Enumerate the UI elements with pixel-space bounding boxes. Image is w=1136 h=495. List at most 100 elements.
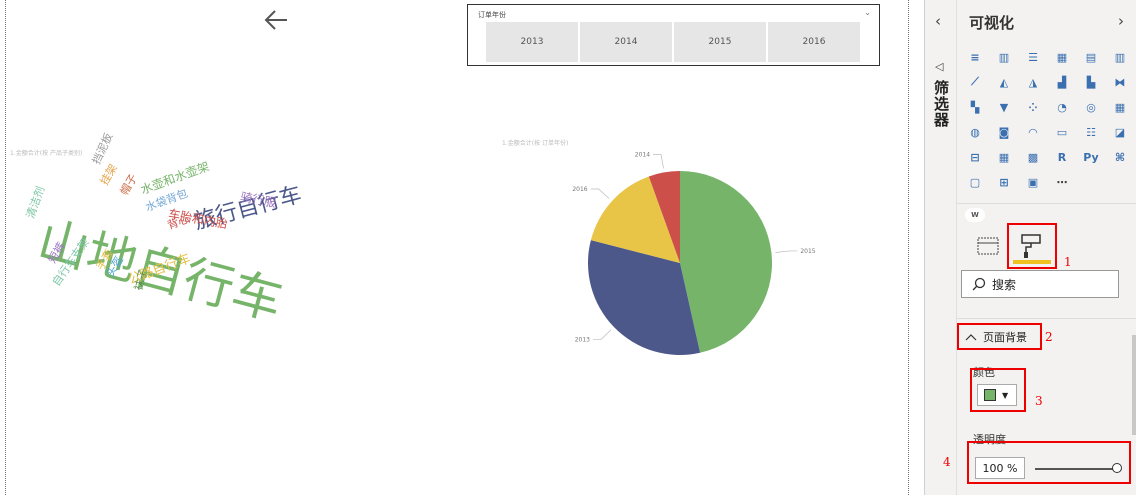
100-bar-icon[interactable]: ▤: [1085, 50, 1097, 64]
line-chart-icon[interactable]: ⟋: [971, 75, 979, 88]
transparency-unit: %: [1007, 461, 1018, 475]
annotation-3: 3: [1035, 394, 1043, 408]
pie-leader-line: [590, 188, 610, 199]
stacked-area-icon[interactable]: ◮: [1028, 75, 1038, 89]
table-icon[interactable]: ▦: [998, 150, 1010, 164]
map-icon[interactable]: ◍: [970, 125, 980, 139]
report-canvas: 订单年份 ⌄ 2013 2014 2015 2016 1.金额合计(按 产品子类…: [5, 0, 909, 495]
canvas-left-border: [5, 0, 6, 495]
page-background-section[interactable]: 页面背景: [957, 323, 1042, 350]
transparency-input[interactable]: 100 %: [975, 457, 1025, 479]
waterfall-icon[interactable]: ▚: [970, 100, 980, 114]
python-visual-icon[interactable]: Py: [1083, 150, 1099, 164]
pie-label: 2014: [635, 152, 650, 159]
back-arrow-icon[interactable]: [262, 7, 290, 33]
treemap-icon[interactable]: ▦: [1114, 100, 1126, 114]
ribbon-chart-icon[interactable]: ⧓: [1114, 75, 1126, 89]
search-placeholder: 搜索: [992, 277, 1017, 292]
fields-tab-icon[interactable]: [977, 236, 999, 256]
transparency-slider-track[interactable]: [1035, 468, 1115, 470]
area-chart-icon[interactable]: ◭: [999, 75, 1009, 89]
collapse-triangle-icon[interactable]: ◁: [935, 60, 944, 73]
transparency-highlight: 100 %: [967, 441, 1131, 484]
wordcloud-word[interactable]: 清洁剂: [23, 184, 48, 221]
pie-label: 2015: [800, 248, 815, 255]
line-clustered-column-icon[interactable]: ▙: [1086, 75, 1096, 89]
annotation-1: 1: [1064, 255, 1072, 269]
divider: [957, 318, 1136, 319]
wordcloud-word[interactable]: 挡泥板: [89, 130, 116, 167]
gauge-icon[interactable]: ◠: [1028, 125, 1038, 139]
pie-label: 2013: [575, 337, 590, 344]
paint-roller-icon: [1021, 234, 1041, 258]
color-swatch: [984, 389, 996, 401]
pie-icon[interactable]: ◔: [1057, 100, 1067, 114]
clustered-column-icon[interactable]: ▦: [1056, 50, 1068, 64]
pie-slice-2014[interactable]: [648, 171, 680, 263]
100-column-icon[interactable]: ▥: [1114, 50, 1126, 64]
decomposition-tree-icon[interactable]: ⌘: [1114, 150, 1126, 164]
slicer-title: 订单年份: [478, 11, 506, 19]
funnel-icon[interactable]: ▼: [999, 100, 1009, 114]
stacked-bar-icon[interactable]: ≡: [970, 50, 980, 64]
section-title: 页面背景: [983, 330, 1027, 344]
pie-leader-line: [593, 329, 612, 340]
format-tab[interactable]: [1007, 223, 1057, 269]
active-tab-indicator: [1013, 260, 1051, 264]
annotation-4: 4: [943, 455, 951, 469]
wordcloud-title: 1.金额合计(按 产品子类别): [10, 150, 83, 157]
pie-slice-2015[interactable]: [680, 171, 772, 353]
color-highlight: ▼: [970, 368, 1026, 412]
clustered-bar-icon[interactable]: ☰: [1028, 50, 1038, 64]
pie-chart[interactable]: 2015 2013 2016 2014: [560, 150, 860, 380]
slicer-button-2014[interactable]: 2014: [580, 22, 672, 62]
pie-chart-title: 1.金额合计(按 订单年份): [502, 140, 569, 147]
wordcloud-word[interactable]: 帽子: [117, 171, 140, 198]
visual-type-grid: ≡ ▥ ☰ ▦ ▤ ▥ ⟋ ◭ ◮ ▟ ▙ ⧓ ▚ ▼ ⁘ ◔ ◎ ▦ ◍ ◙ ◠ ▭ ☷ ◪ ⊟ ▦ ▩ R Py ⌘ ▢ ⊞ ▣ ⋯: [965, 48, 1132, 191]
search-input[interactable]: 搜索: [961, 270, 1119, 298]
pie-slice-2016[interactable]: [590, 176, 680, 263]
pie-slice-2013[interactable]: [588, 240, 701, 355]
year-slicer[interactable]: 订单年份 ⌄ 2013 2014 2015 2016: [467, 4, 880, 66]
chevron-down-icon[interactable]: ⌄: [864, 8, 871, 17]
donut-icon[interactable]: ◎: [1086, 100, 1096, 114]
scatter-icon[interactable]: ⁘: [1028, 100, 1038, 114]
more-icon[interactable]: ⋯: [1056, 175, 1068, 189]
r-visual-icon[interactable]: R: [1057, 150, 1067, 164]
slicer-button-2013[interactable]: 2013: [486, 22, 578, 62]
card-icon[interactable]: ▭: [1056, 125, 1068, 139]
slicer-button-2015[interactable]: 2015: [674, 22, 766, 62]
pie-label: 2016: [572, 186, 587, 193]
kpi-icon[interactable]: ◪: [1114, 125, 1126, 139]
canvas-right-border: [908, 0, 909, 495]
pie-leader-line: [653, 154, 664, 169]
multi-row-card-icon[interactable]: ☷: [1086, 125, 1096, 139]
wordcloud-icon[interactable]: ▣: [1027, 175, 1039, 189]
transparency-value: 100: [982, 461, 1004, 475]
matrix-icon[interactable]: ▩: [1027, 150, 1039, 164]
qa-icon[interactable]: ▢: [969, 175, 981, 189]
key-influencers-icon[interactable]: ⊞: [999, 175, 1009, 189]
chevron-right-icon[interactable]: ›: [1118, 12, 1124, 30]
color-picker[interactable]: ▼: [977, 384, 1017, 406]
line-column-icon[interactable]: ▟: [1057, 75, 1067, 89]
visualizations-title: 可视化: [969, 14, 1015, 32]
filled-map-icon[interactable]: ◙: [998, 125, 1010, 139]
divider: [957, 203, 1136, 204]
slicer-button-2016[interactable]: 2016: [768, 22, 860, 62]
stacked-column-icon[interactable]: ▥: [998, 50, 1010, 64]
slicer-icon[interactable]: ⊟: [970, 150, 980, 164]
filters-pane: ‹ ◁ 筛选器: [924, 0, 956, 495]
wordcloud-visual[interactable]: 山地自行车 旅行自行车 公路自行车 水壶和水壶架 车胎和内胎 骑行服 水袋背包 挡泥板 挂架 帽子…: [10, 131, 370, 340]
filters-label[interactable]: 筛选器: [932, 80, 950, 128]
pane-scrollbar[interactable]: [1132, 335, 1136, 435]
caret-down-icon: ▼: [1002, 390, 1009, 400]
annotation-2: 2: [1045, 330, 1053, 344]
visualizations-pane: 可视化 › ≡ ▥ ☰ ▦ ▤ ▥ ⟋ ◭ ◮ ▟ ▙ ⧓ ▚ ▼ ⁘ ◔ ◎ ▦ ◍ ◙ ◠ ▭ ☷ ◪ ⊟ ▦ ▩ R Py ⌘ ▢ ⊞ ▣…: [943, 0, 1136, 495]
transparency-slider-thumb[interactable]: [1112, 463, 1122, 473]
w-badge: W: [965, 208, 985, 222]
chevron-up-icon: [965, 333, 977, 340]
chevron-left-icon[interactable]: ‹: [935, 12, 941, 30]
slicer-buttons: 2013 2014 2015 2016: [486, 22, 860, 62]
search-icon: [972, 277, 986, 291]
